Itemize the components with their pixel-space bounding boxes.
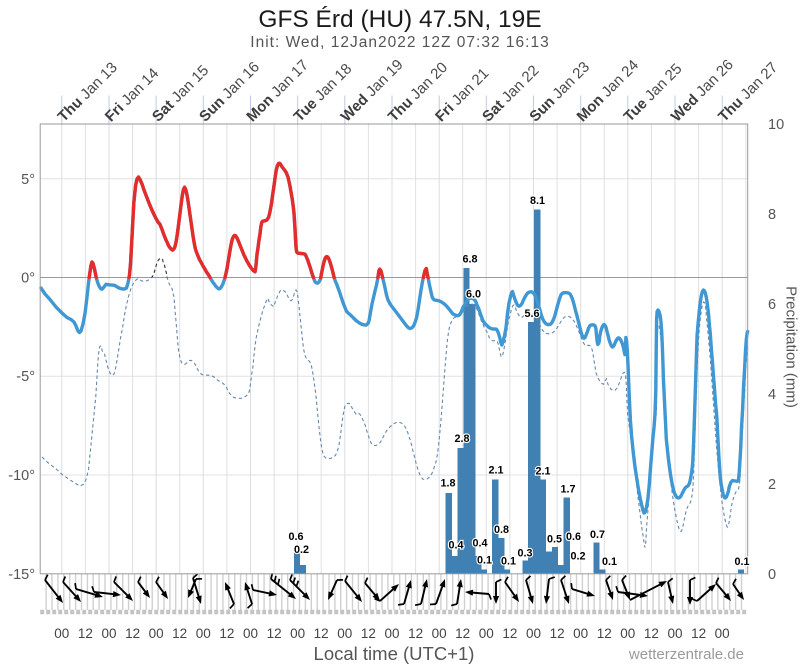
svg-text:GFS Érd (HU) 47.5N, 19E: GFS Érd (HU) 47.5N, 19E: [258, 6, 541, 33]
svg-text:00: 00: [573, 626, 588, 641]
svg-text:2: 2: [768, 477, 776, 493]
svg-text:6.8: 6.8: [462, 254, 477, 266]
svg-text:0.3: 0.3: [517, 548, 532, 560]
svg-text:6: 6: [768, 297, 776, 313]
svg-text:0.2: 0.2: [294, 544, 309, 556]
svg-text:2.1: 2.1: [488, 465, 503, 477]
svg-text:Init: Wed, 12Jan2022 12Z 07:32: Init: Wed, 12Jan2022 12Z 07:32 16:13: [250, 34, 549, 51]
svg-text:00: 00: [432, 626, 447, 641]
svg-text:00: 00: [149, 626, 164, 641]
svg-text:4: 4: [768, 387, 776, 403]
svg-text:-15°: -15°: [8, 567, 35, 583]
svg-text:5.6: 5.6: [524, 308, 539, 320]
svg-text:0.4: 0.4: [472, 538, 487, 550]
svg-text:0.4: 0.4: [448, 540, 463, 552]
svg-text:0.1: 0.1: [501, 556, 516, 568]
svg-text:12: 12: [267, 626, 282, 641]
svg-text:0.1: 0.1: [477, 555, 492, 567]
svg-text:00: 00: [479, 626, 494, 641]
svg-text:00: 00: [54, 626, 69, 641]
svg-text:12: 12: [219, 626, 234, 641]
svg-text:0°: 0°: [21, 271, 35, 287]
svg-text:00: 00: [384, 626, 399, 641]
svg-text:2.8: 2.8: [454, 433, 469, 445]
svg-text:12: 12: [502, 626, 517, 641]
svg-text:00: 00: [101, 626, 116, 641]
svg-text:12: 12: [408, 626, 423, 641]
svg-text:12: 12: [314, 626, 329, 641]
svg-text:12: 12: [644, 626, 659, 641]
svg-text:12: 12: [550, 626, 565, 641]
svg-text:8.1: 8.1: [530, 195, 545, 207]
svg-text:Precipitation (mm): Precipitation (mm): [783, 286, 800, 408]
svg-text:12: 12: [125, 626, 140, 641]
svg-text:0.5: 0.5: [547, 534, 562, 546]
svg-text:1.7: 1.7: [560, 484, 575, 496]
svg-text:5°: 5°: [21, 172, 35, 188]
svg-text:10: 10: [768, 117, 784, 133]
svg-text:1.8: 1.8: [440, 478, 455, 490]
svg-text:00: 00: [243, 626, 258, 641]
svg-text:12: 12: [597, 626, 612, 641]
svg-text:12: 12: [172, 626, 187, 641]
svg-text:00: 00: [290, 626, 305, 641]
svg-text:00: 00: [620, 626, 635, 641]
svg-text:Local time (UTC+1): Local time (UTC+1): [314, 643, 475, 664]
svg-text:00: 00: [667, 626, 682, 641]
svg-text:0.2: 0.2: [570, 551, 585, 563]
svg-text:0.6: 0.6: [288, 531, 303, 543]
svg-text:8: 8: [768, 207, 776, 223]
svg-text:12: 12: [455, 626, 470, 641]
svg-text:12: 12: [78, 626, 93, 641]
svg-text:00: 00: [526, 626, 541, 641]
svg-text:00: 00: [337, 626, 352, 641]
svg-text:wetterzentrale.de: wetterzentrale.de: [628, 646, 744, 663]
svg-text:-5°: -5°: [16, 369, 35, 385]
svg-text:0.1: 0.1: [734, 556, 749, 568]
svg-text:0.6: 0.6: [566, 531, 581, 543]
svg-text:-10°: -10°: [8, 468, 35, 484]
svg-text:12: 12: [361, 626, 376, 641]
svg-text:0: 0: [768, 567, 776, 583]
svg-text:00: 00: [715, 626, 730, 641]
svg-text:0.8: 0.8: [494, 524, 509, 536]
svg-text:2.1: 2.1: [535, 466, 550, 478]
svg-text:00: 00: [196, 626, 211, 641]
svg-text:0.7: 0.7: [590, 529, 605, 541]
svg-text:12: 12: [691, 626, 706, 641]
svg-text:0.1: 0.1: [602, 556, 617, 568]
svg-text:6.0: 6.0: [466, 289, 481, 301]
